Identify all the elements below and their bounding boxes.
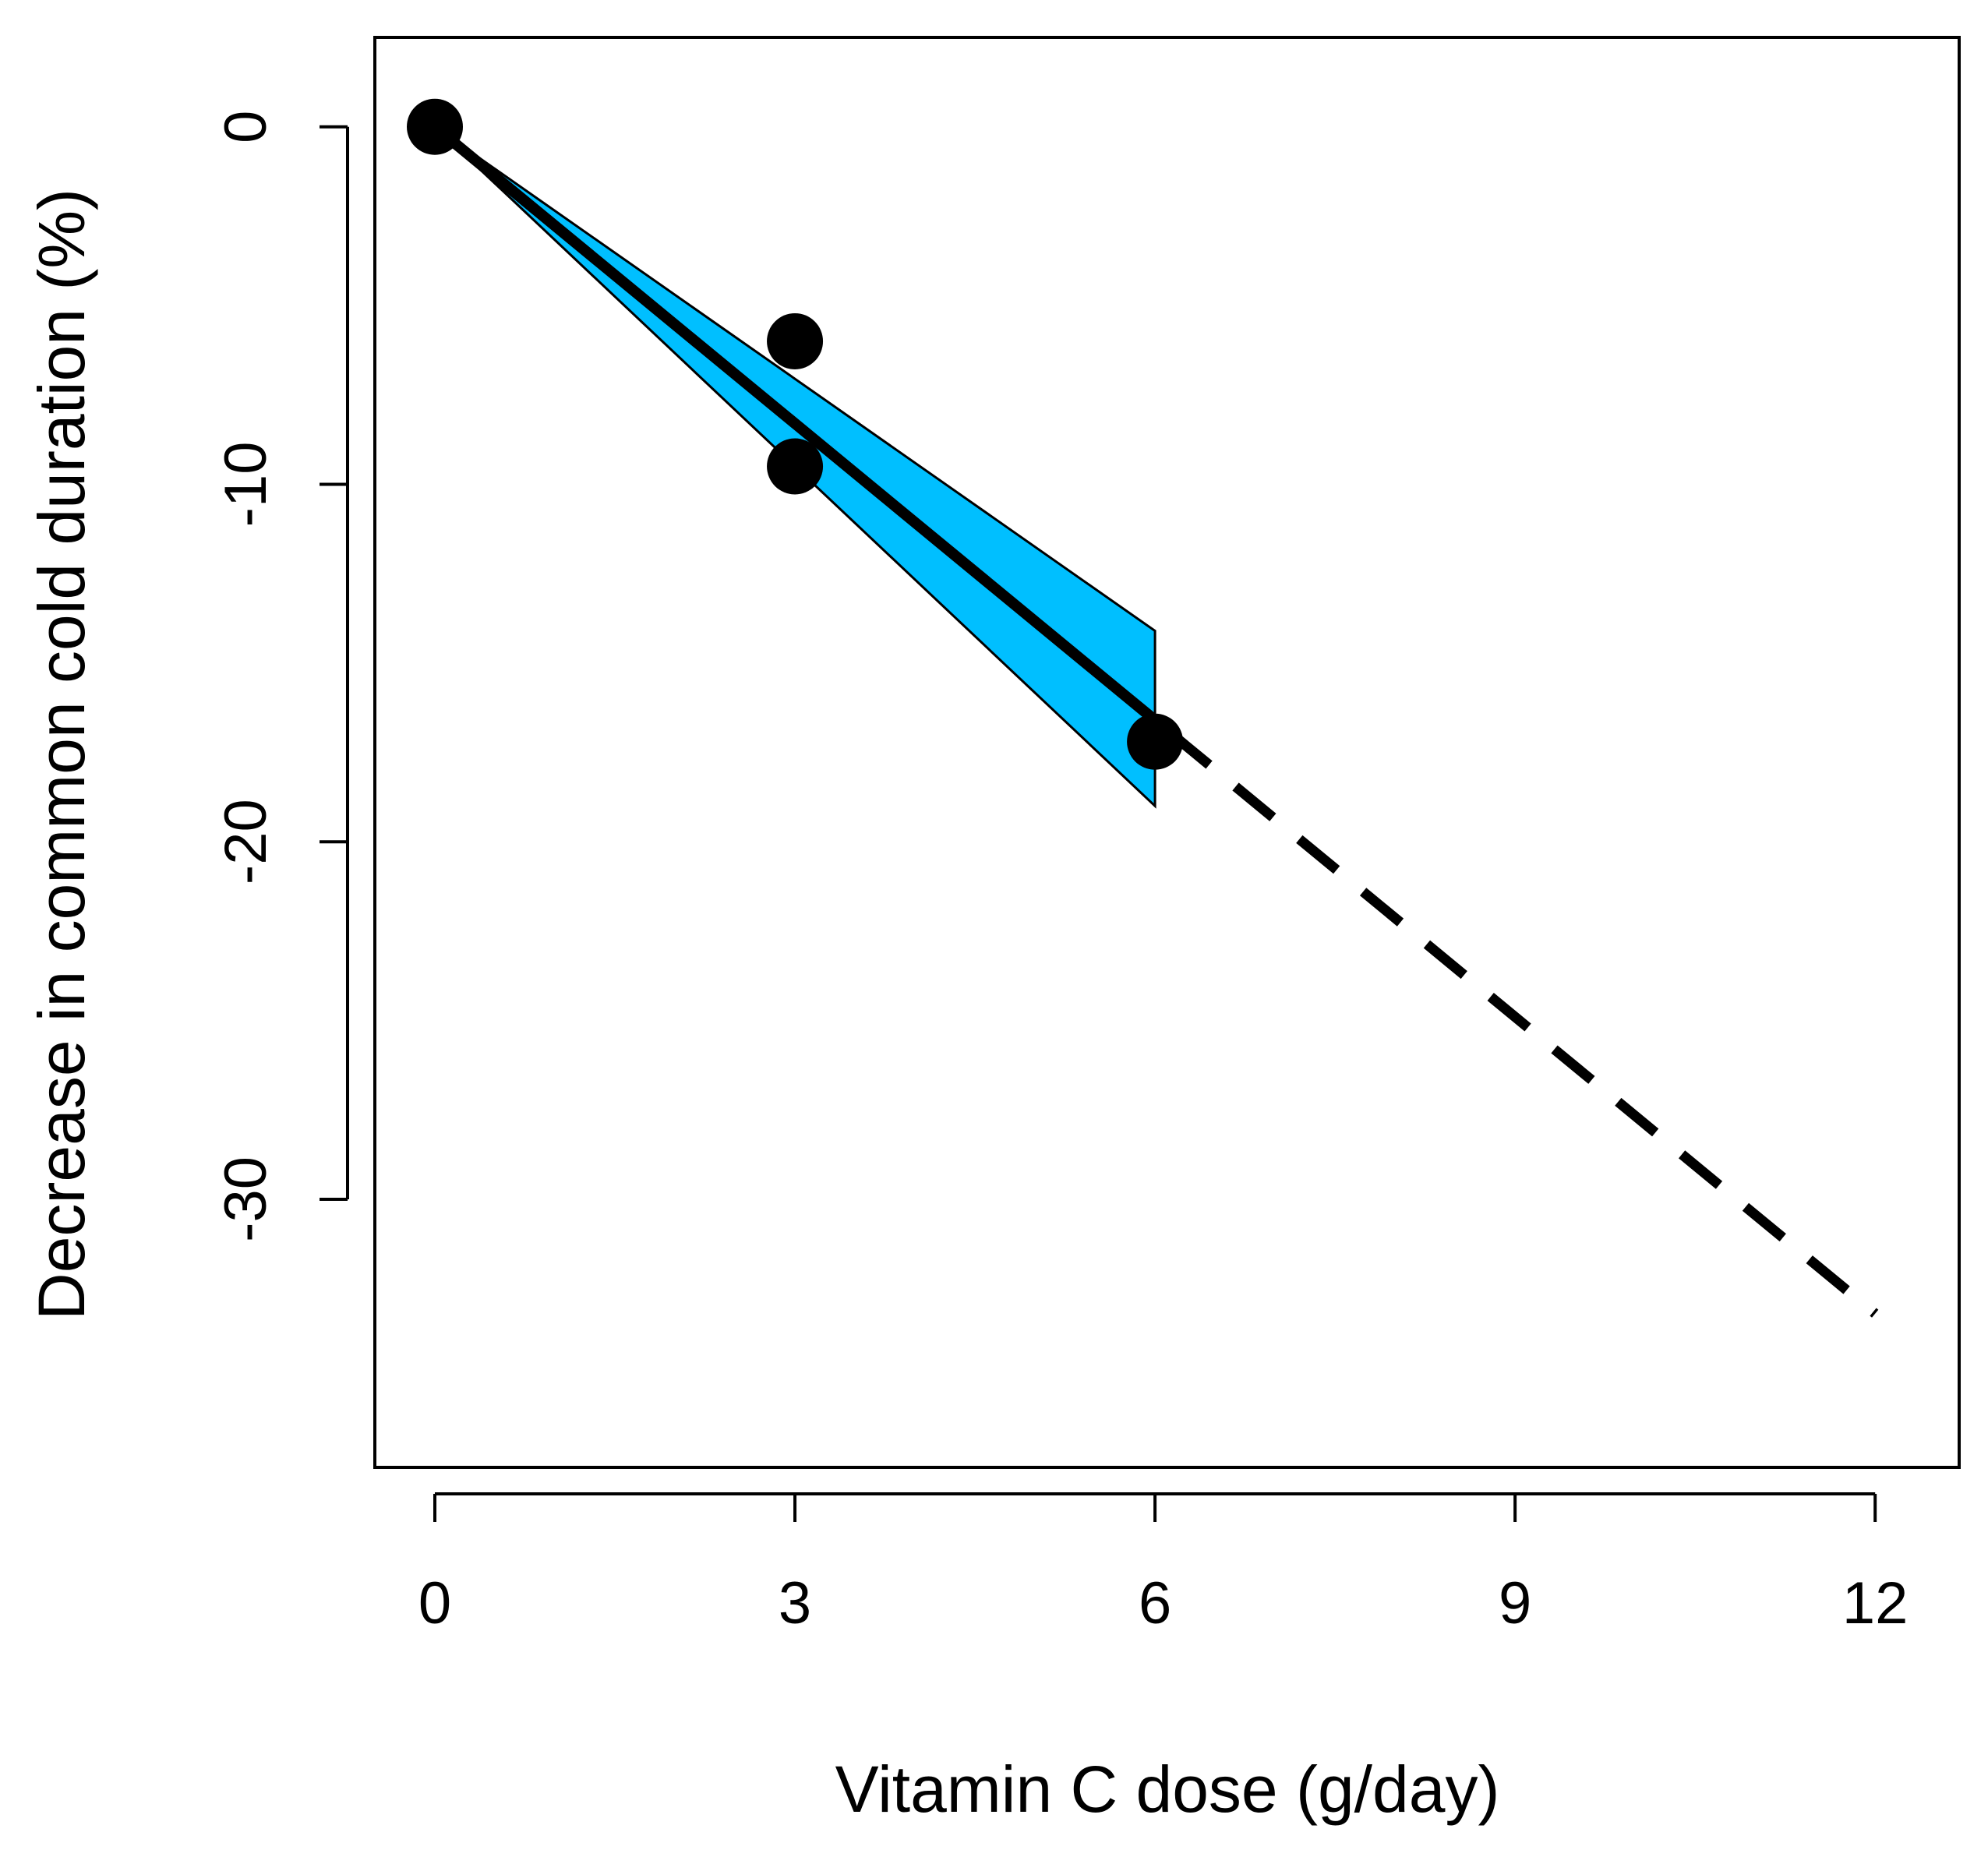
x-tick-label: 6 [1139,1570,1171,1636]
x-tick-label: 9 [1499,1570,1531,1636]
y-tick-label: -20 [213,799,279,884]
y-tick-label: 0 [213,111,279,143]
data-point-4 [1127,713,1184,770]
y-tick-label: -10 [213,442,279,528]
plot-frame [373,36,1961,1469]
extrapolation-line [1151,716,1879,1318]
data-point-1 [407,98,464,155]
y-axis-title: Decrease in common cold duration (%) [25,189,98,1320]
fit-line [429,121,1161,726]
x-tick-label: 12 [1842,1570,1909,1636]
plot-area [407,98,1879,1318]
x-axis-title: Vitamin C dose (g/day) [835,1753,1500,1826]
x-tick-label: 0 [418,1570,451,1636]
data-point-2 [767,312,824,369]
data-point-3 [767,438,824,495]
x-tick-label: 3 [779,1570,811,1636]
y-axis: 0 -10 -20 -30 [213,111,349,1242]
x-axis: 0 3 6 9 12 [418,1492,1909,1636]
y-tick-label: -30 [213,1156,279,1242]
